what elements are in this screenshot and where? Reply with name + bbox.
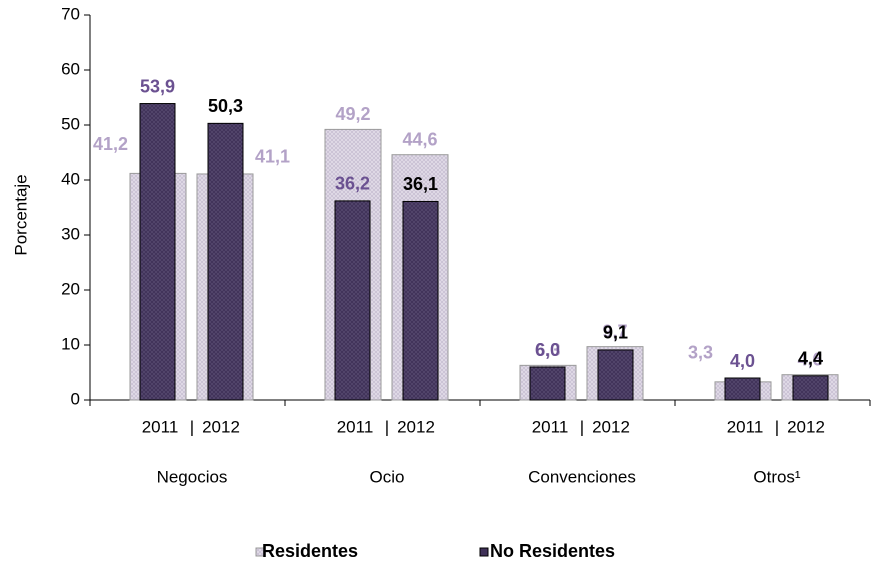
legend-swatch: [479, 547, 489, 557]
data-label-no-residentes: 53,9: [140, 76, 175, 96]
y-tick-label: 40: [61, 169, 80, 188]
bar-no-residentes: [724, 377, 761, 401]
y-tick-label: 30: [61, 224, 80, 243]
y-tick-label: 70: [61, 4, 80, 23]
bar-no-residentes: [597, 349, 634, 401]
bar-no-residentes: [402, 200, 439, 401]
data-label-no-residentes: 9,1: [603, 323, 628, 343]
x-tick-label: 2011: [532, 417, 569, 436]
data-label-residentes: 44,6: [402, 129, 437, 149]
data-label-no-residentes: 50,3: [208, 96, 243, 116]
legend-label: Residentes: [262, 541, 358, 561]
y-tick-label: 0: [71, 389, 80, 408]
year-separator: |: [580, 417, 584, 436]
group-label: Negocios: [157, 467, 228, 486]
bar-no-residentes: [334, 200, 371, 401]
data-label-residentes: 49,2: [335, 104, 370, 124]
bar-no-residentes: [529, 366, 566, 401]
y-tick-label: 50: [61, 114, 80, 133]
y-tick-label: 10: [61, 334, 80, 353]
y-axis-title: Porcentaje: [11, 174, 30, 255]
year-separator: |: [190, 417, 194, 436]
data-label-residentes: 41,2: [93, 134, 128, 154]
y-tick-label: 60: [61, 59, 80, 78]
legend-label: No Residentes: [490, 541, 615, 561]
x-tick-label: 2012: [202, 417, 240, 436]
x-tick-label: 2011: [337, 417, 374, 436]
y-tick-label: 20: [61, 279, 80, 298]
x-tick-label: 2012: [787, 417, 825, 436]
group-label: Ocio: [370, 467, 405, 486]
data-label-residentes: 6,3: [535, 340, 560, 360]
year-separator: |: [385, 417, 389, 436]
data-label-no-residentes: 36,2: [335, 174, 370, 194]
bar-no-residentes: [139, 103, 176, 401]
data-label-residentes: 4,6: [797, 349, 822, 369]
data-label-no-residentes: 4,4: [798, 349, 823, 369]
x-tick-label: 2011: [142, 417, 179, 436]
bar-no-residentes: [792, 375, 829, 401]
legend-swatch: [255, 547, 265, 557]
data-label-no-residentes: 6,0: [535, 340, 560, 360]
x-tick-label: 2012: [397, 417, 435, 436]
data-label-no-residentes: 4,0: [730, 351, 755, 371]
bar-no-residentes: [207, 122, 244, 401]
group-label: Convenciones: [528, 467, 636, 486]
data-label-residentes: 3,3: [688, 343, 713, 363]
data-label-residentes: 9,7: [602, 321, 627, 341]
x-tick-label: 2011: [727, 417, 764, 436]
group-label: Otros¹: [753, 467, 801, 486]
data-label-residentes: 41,1: [255, 147, 290, 167]
data-label-no-residentes: 36,1: [403, 174, 438, 194]
x-tick-label: 2012: [592, 417, 630, 436]
year-separator: |: [775, 417, 779, 436]
